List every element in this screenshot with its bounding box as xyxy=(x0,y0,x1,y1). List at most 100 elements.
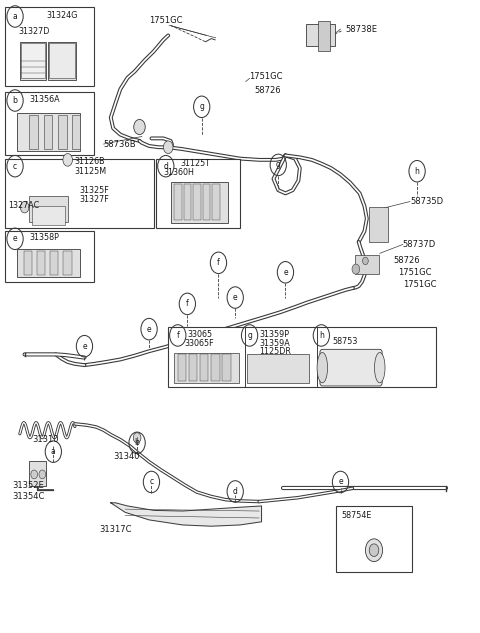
Bar xyxy=(212,184,220,220)
Text: d: d xyxy=(163,161,168,171)
Text: g: g xyxy=(276,160,281,170)
Text: 1125DR: 1125DR xyxy=(259,348,291,356)
Ellipse shape xyxy=(317,353,327,383)
Bar xyxy=(5,159,154,228)
Text: f: f xyxy=(186,299,189,308)
FancyBboxPatch shape xyxy=(320,349,382,386)
Text: 1751GC: 1751GC xyxy=(398,268,432,277)
Bar xyxy=(17,113,80,151)
Text: c: c xyxy=(13,161,17,171)
Text: 31359P: 31359P xyxy=(259,330,289,339)
Bar xyxy=(63,251,72,275)
Text: 31359A: 31359A xyxy=(259,339,290,348)
Bar xyxy=(178,354,186,381)
Bar xyxy=(318,21,329,51)
Bar xyxy=(44,115,52,149)
Circle shape xyxy=(134,120,145,135)
Polygon shape xyxy=(111,503,262,526)
Bar xyxy=(20,42,46,80)
Bar xyxy=(306,24,335,46)
Bar xyxy=(5,231,94,282)
Text: 31327D: 31327D xyxy=(18,27,49,35)
Bar xyxy=(24,251,32,275)
Text: e: e xyxy=(283,268,288,277)
Text: b: b xyxy=(12,96,17,105)
Bar xyxy=(170,182,228,223)
Text: c: c xyxy=(149,477,154,487)
Text: 31325F: 31325F xyxy=(80,185,109,195)
Bar xyxy=(29,115,38,149)
Text: a: a xyxy=(12,12,17,21)
Text: 33065F: 33065F xyxy=(184,339,214,348)
Circle shape xyxy=(63,154,72,166)
Text: 31340: 31340 xyxy=(113,452,140,461)
Bar xyxy=(48,42,76,80)
Bar xyxy=(17,249,80,277)
Bar xyxy=(21,43,45,78)
Bar xyxy=(5,92,94,156)
Text: 58738E: 58738E xyxy=(345,25,377,34)
Circle shape xyxy=(39,470,46,479)
Circle shape xyxy=(133,433,141,443)
Bar xyxy=(355,254,379,273)
Text: f: f xyxy=(177,331,179,340)
Text: b: b xyxy=(135,438,140,448)
Text: 31358P: 31358P xyxy=(29,233,60,242)
Bar xyxy=(168,327,436,387)
Bar xyxy=(29,196,68,222)
Bar xyxy=(200,354,208,381)
Bar xyxy=(189,354,197,381)
Bar xyxy=(336,506,412,572)
Text: 31356A: 31356A xyxy=(29,95,60,104)
Text: a: a xyxy=(51,447,56,456)
Text: 1751GC: 1751GC xyxy=(250,72,283,81)
Text: 58754E: 58754E xyxy=(341,511,372,520)
Bar xyxy=(222,354,231,381)
Bar xyxy=(174,353,239,383)
Bar xyxy=(5,7,94,86)
Text: h: h xyxy=(415,166,420,176)
Text: d: d xyxy=(233,487,238,496)
Text: 31327F: 31327F xyxy=(80,195,109,204)
Text: 31360H: 31360H xyxy=(163,168,194,177)
Bar xyxy=(247,354,310,383)
Text: 31310: 31310 xyxy=(32,435,58,444)
Text: e: e xyxy=(147,325,151,334)
Circle shape xyxy=(20,201,29,213)
Circle shape xyxy=(369,544,379,556)
Text: 58737D: 58737D xyxy=(403,240,436,249)
Text: 58726: 58726 xyxy=(254,86,281,95)
Ellipse shape xyxy=(374,353,385,383)
Text: f: f xyxy=(217,258,220,267)
Bar xyxy=(49,251,58,275)
Text: 58726: 58726 xyxy=(393,256,420,265)
Circle shape xyxy=(352,264,360,274)
Text: h: h xyxy=(319,331,324,340)
Bar xyxy=(72,115,80,149)
Bar xyxy=(174,184,181,220)
Text: 1751GC: 1751GC xyxy=(403,280,436,289)
Text: 58735D: 58735D xyxy=(410,197,443,206)
Bar xyxy=(193,184,201,220)
Text: g: g xyxy=(247,331,252,340)
Bar xyxy=(36,251,45,275)
Text: e: e xyxy=(82,342,87,351)
Circle shape xyxy=(365,539,383,561)
Text: 1751GC: 1751GC xyxy=(149,16,182,25)
Bar xyxy=(58,115,67,149)
Text: 31125M: 31125M xyxy=(75,166,107,176)
Text: 31352E: 31352E xyxy=(12,481,45,491)
Bar xyxy=(29,460,46,486)
Text: 33065: 33065 xyxy=(187,330,213,339)
Text: 31317C: 31317C xyxy=(99,525,132,534)
Text: 58753: 58753 xyxy=(332,337,358,346)
Circle shape xyxy=(31,470,37,479)
Bar xyxy=(211,354,220,381)
Text: 58736B: 58736B xyxy=(104,139,136,149)
Circle shape xyxy=(163,141,173,154)
Bar xyxy=(369,207,388,242)
Bar xyxy=(32,206,65,225)
Text: 31354C: 31354C xyxy=(12,492,45,501)
Bar xyxy=(203,184,210,220)
Circle shape xyxy=(362,257,368,265)
